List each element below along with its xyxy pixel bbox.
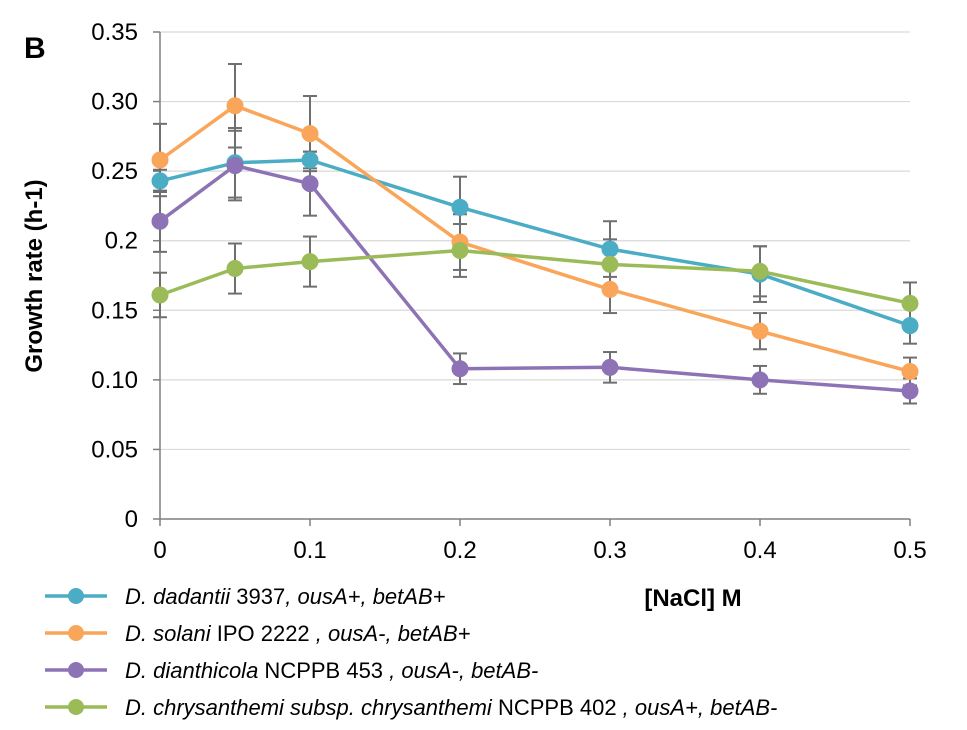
data-point (151, 151, 169, 169)
x-axis-title: [NaCl] M (644, 585, 741, 612)
data-point (151, 286, 169, 304)
data-point (751, 371, 769, 389)
tick-labels: 0 0.05 0.10 0.15 0.2 0.25 0.30 0.35 0 0.1 0.2 0.3 0.… (91, 19, 926, 564)
legend-item: D. chrysanthemi subsp. chrysanthemi NCPP… (45, 695, 777, 720)
x-tick-label: 0.2 (443, 537, 476, 564)
data-point (301, 125, 319, 143)
legend-item: D. dianthicola NCPPB 453 , ousA-, betAB- (45, 658, 538, 683)
legend-label-part: , ousA+, betAB- (623, 695, 778, 720)
legend-label-part: D. dadantii (125, 584, 231, 609)
y-tick-label: 0.05 (91, 436, 138, 463)
legend-swatch-marker (68, 588, 84, 604)
legend-label: D. dianthicola NCPPB 453 , ousA-, betAB- (125, 658, 538, 683)
x-tick-label: 0 (153, 537, 166, 564)
legend-swatch-marker (68, 699, 84, 715)
y-tick-label: 0.35 (91, 19, 138, 46)
series-line (159, 158, 911, 328)
legend-swatch-marker (68, 662, 84, 678)
y-tick-label: 0 (125, 506, 138, 533)
legend-label-part: IPO 2222 (211, 621, 316, 646)
x-tick-label: 0.3 (593, 537, 626, 564)
legend-label-part: D. dianthicola (125, 658, 258, 683)
legend-label-part: D. chrysanthemi subsp. chrysanthemi (125, 695, 493, 720)
legend-label: D. chrysanthemi subsp. chrysanthemi NCPP… (125, 695, 777, 720)
data-point (451, 198, 469, 216)
legend-label-part: NCPPB 453 (258, 658, 389, 683)
series-4 (151, 241, 919, 312)
y-tick-label: 0.2 (105, 228, 138, 255)
data-point (601, 280, 619, 298)
data-point (451, 360, 469, 378)
series-line (158, 103, 911, 374)
legend-label-part: , ousA-, betAB+ (316, 621, 471, 646)
series-error-bars (153, 63, 917, 387)
y-tick-label: 0.15 (91, 297, 138, 324)
data-point (751, 262, 769, 280)
legend-label-part: D. solani (125, 621, 212, 646)
data-point (301, 253, 319, 271)
data-point (901, 382, 919, 400)
data-point (226, 157, 244, 175)
series-line (159, 248, 911, 306)
legend-label: D. dadantii 3937, ousA+, betAB+ (125, 584, 446, 609)
data-point (451, 241, 469, 259)
data-point (226, 260, 244, 278)
data-point (601, 358, 619, 376)
x-tick-label: 0.5 (893, 537, 926, 564)
legend-item: D. solani IPO 2222 , ousA-, betAB+ (45, 621, 471, 646)
y-tick-label: 0.25 (91, 158, 138, 185)
legend-swatch-marker (68, 625, 84, 641)
legend-label-part: , ousA-, betAB- (389, 658, 538, 683)
series-3 (151, 157, 919, 400)
legend-label-part: , ousA+, betAB+ (285, 584, 445, 609)
data-point (226, 97, 244, 115)
series (151, 63, 919, 405)
data-point (901, 294, 919, 312)
data-point (151, 212, 169, 230)
y-tick-label: 0.30 (91, 89, 138, 116)
data-point (751, 322, 769, 340)
series-1 (151, 151, 919, 335)
x-tick-label: 0.4 (743, 537, 776, 564)
data-point (601, 240, 619, 258)
y-axis-title: Growth rate (h-1) (21, 179, 48, 372)
series-2 (151, 97, 919, 381)
data-point (901, 317, 919, 335)
gridlines (160, 31, 910, 451)
data-point (301, 175, 319, 193)
legend-label: D. solani IPO 2222 , ousA-, betAB+ (125, 621, 471, 646)
legend: D. dadantii 3937, ousA+, betAB+ D. solani… (45, 584, 777, 720)
y-tick-label: 0.10 (91, 367, 138, 394)
axes (159, 32, 910, 520)
data-point (601, 255, 619, 273)
legend-label-part: NCPPB 402 (492, 695, 623, 720)
data-point (151, 172, 169, 190)
data-point (301, 151, 319, 169)
legend-item: D. dadantii 3937, ousA+, betAB+ (45, 584, 446, 609)
panel-label: B (24, 32, 46, 65)
series-error-bars (153, 223, 917, 326)
x-tick-label: 0.1 (293, 537, 326, 564)
legend-label-part: 3937 (230, 584, 285, 609)
data-point (901, 363, 919, 381)
